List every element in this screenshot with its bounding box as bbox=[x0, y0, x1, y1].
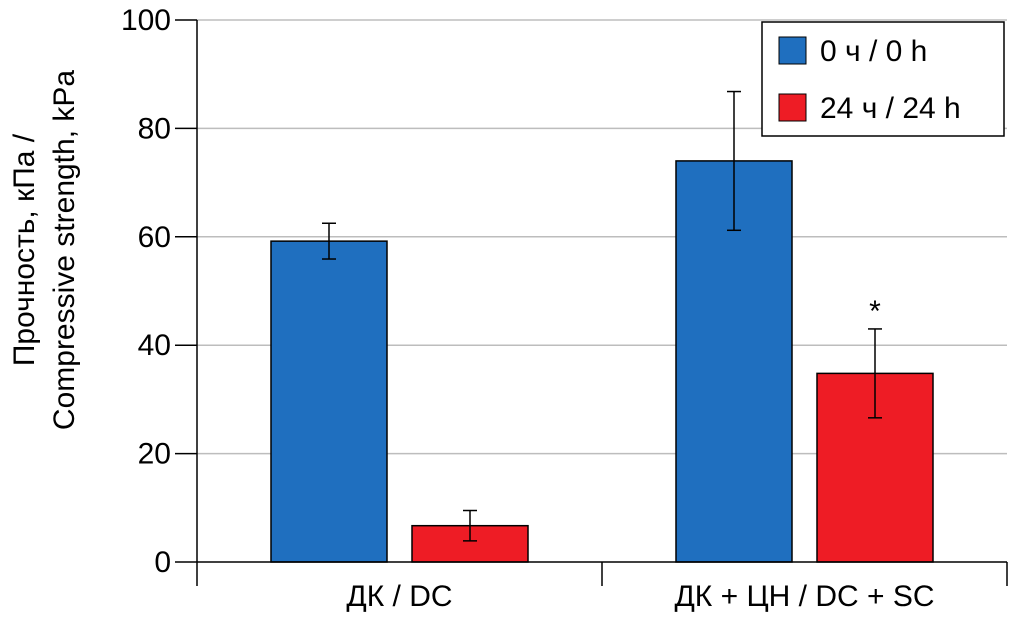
annotation-0: * bbox=[869, 295, 881, 328]
legend-label-24h: 24 ч / 24 h bbox=[820, 92, 961, 125]
y-tick-label-0: 0 bbox=[154, 546, 171, 579]
y-axis-title: Прочность, кПа / Compressive strength, k… bbox=[8, 70, 81, 430]
y-tick-label-80: 80 bbox=[138, 112, 171, 145]
y-axis-title-line2: Compressive strength, kPa bbox=[48, 70, 81, 430]
y-axis-title-line1: Прочность, кПа / bbox=[8, 133, 41, 366]
legend-swatch-24h bbox=[778, 93, 807, 122]
y-tick-labels: 0 20 40 60 80 100 bbox=[121, 4, 171, 579]
bars bbox=[270, 90, 934, 563]
axes bbox=[175, 19, 1008, 586]
y-tick-label-60: 60 bbox=[138, 221, 171, 254]
y-tick-label-100: 100 bbox=[121, 4, 171, 37]
legend-swatch-0h bbox=[778, 36, 807, 65]
bar-0-0 bbox=[270, 240, 388, 563]
annotations: * bbox=[869, 295, 881, 328]
y-tick-label-20: 20 bbox=[138, 438, 171, 471]
legend-label-0h: 0 ч / 0 h bbox=[820, 35, 927, 68]
x-category-label-0: ДК / DC bbox=[346, 580, 452, 613]
y-tick-label-40: 40 bbox=[138, 329, 171, 362]
x-category-labels: ДК / DC ДК + ЦН / DC + SC bbox=[346, 580, 934, 613]
x-category-label-1: ДК + ЦН / DC + SC bbox=[674, 580, 934, 613]
legend: 0 ч / 0 h 24 ч / 24 h bbox=[761, 21, 1005, 137]
